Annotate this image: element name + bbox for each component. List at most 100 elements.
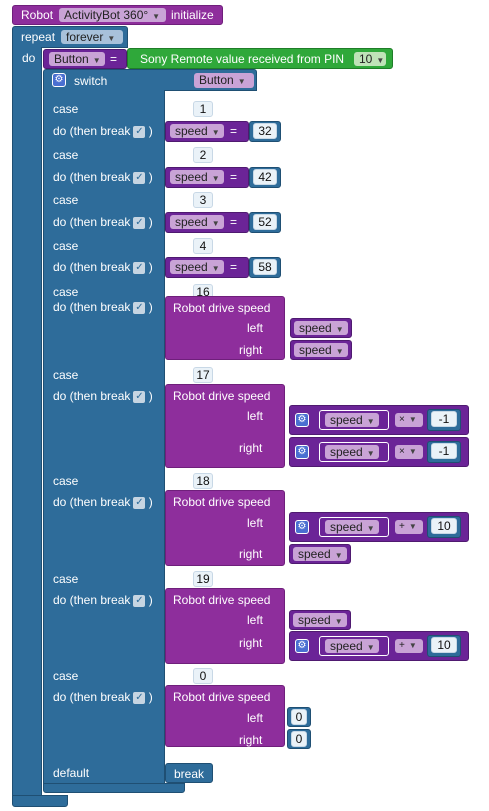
speed-var-dropdown[interactable]: speed ▼ bbox=[170, 215, 224, 229]
case-value[interactable]: 0 bbox=[193, 668, 213, 684]
assign-var-value: Button bbox=[54, 52, 89, 66]
speed-var-dropdown[interactable]: speed ▼ bbox=[325, 639, 379, 653]
checkbox-icon[interactable]: ✓ bbox=[133, 301, 146, 314]
do-then-break-label: do (then break ✓ ) bbox=[53, 215, 153, 229]
repeat-block[interactable]: repeat forever ▼ bbox=[12, 26, 128, 48]
gear-icon[interactable]: ⚙ bbox=[295, 413, 309, 427]
case-value[interactable]: 2 bbox=[193, 147, 213, 163]
do-then-break-label: do (then break ✓ ) bbox=[53, 300, 153, 314]
operand-value[interactable]: 10 bbox=[431, 637, 457, 653]
do-then-break-text: do (then break bbox=[53, 389, 131, 403]
gear-icon[interactable]: ⚙ bbox=[52, 73, 66, 87]
robot-drive-speed-label: Robot drive speed bbox=[173, 389, 271, 403]
speed-var-dropdown-value: speed bbox=[175, 260, 208, 274]
checkbox-icon[interactable]: ✓ bbox=[133, 496, 146, 509]
speed-var-dropdown[interactable]: speed ▼ bbox=[294, 343, 348, 357]
checkbox-icon[interactable]: ✓ bbox=[133, 261, 146, 274]
operator-dropdown[interactable]: + ▼ bbox=[395, 639, 423, 653]
checkbox-icon[interactable]: ✓ bbox=[133, 390, 146, 403]
left-label: left bbox=[247, 613, 264, 627]
speed-var-dropdown[interactable]: speed ▼ bbox=[293, 613, 347, 627]
case-value[interactable]: 4 bbox=[193, 238, 213, 254]
chevron-down-icon: ▼ bbox=[211, 174, 220, 183]
do-then-break-text: do (then break bbox=[53, 495, 131, 509]
speed-var-dropdown[interactable]: speed ▼ bbox=[170, 124, 224, 138]
assign-eq: = bbox=[110, 52, 118, 66]
robot-drive-speed-label: Robot drive speed bbox=[173, 301, 271, 315]
gear-icon[interactable]: ⚙ bbox=[295, 445, 309, 459]
case-value[interactable]: 1 bbox=[193, 101, 213, 117]
case-value[interactable]: 17 bbox=[193, 367, 213, 383]
robot-drive-speed-block[interactable] bbox=[165, 296, 285, 360]
left-label: left bbox=[247, 711, 264, 725]
repeat-mode-dropdown[interactable]: forever ▼ bbox=[61, 30, 123, 44]
chevron-down-icon: ▼ bbox=[211, 219, 220, 228]
operator-dropdown[interactable]: × ▼ bbox=[395, 445, 423, 459]
robot-drive-speed-block[interactable] bbox=[165, 384, 285, 468]
operator-dropdown[interactable]: + ▼ bbox=[395, 520, 423, 534]
speed-var-dropdown[interactable]: speed ▼ bbox=[170, 170, 224, 184]
switch-var-dropdown[interactable]: Button ▼ bbox=[194, 73, 254, 88]
case-label: case bbox=[53, 572, 79, 586]
checkbox-icon[interactable]: ✓ bbox=[133, 594, 146, 607]
speed-var-dropdown[interactable]: speed ▼ bbox=[293, 547, 347, 561]
set-eq: = bbox=[230, 124, 238, 138]
robot-drive-speed-block[interactable] bbox=[165, 685, 285, 747]
speed-value[interactable]: 32 bbox=[253, 123, 277, 139]
operand-value[interactable]: -1 bbox=[431, 411, 457, 427]
do-then-break-label: do (then break ✓ ) bbox=[53, 690, 153, 704]
pin-dropdown[interactable]: 10 ▼ bbox=[354, 52, 386, 66]
operator-dropdown[interactable]: × ▼ bbox=[395, 413, 423, 427]
do-then-break-text: do (then break bbox=[53, 215, 131, 229]
chevron-down-icon: ▼ bbox=[152, 12, 161, 21]
close-paren: ) bbox=[145, 495, 153, 509]
robot-init-block[interactable]: Robot ActivityBot 360° ▼ initialize bbox=[12, 5, 223, 25]
operand-value[interactable]: -1 bbox=[431, 443, 457, 459]
sony-remote-block[interactable]: Sony Remote value received from PIN 10 ▼ bbox=[127, 48, 393, 69]
right-label: right bbox=[239, 441, 263, 455]
chevron-down-icon: ▼ bbox=[92, 56, 101, 65]
switch-body bbox=[43, 90, 165, 784]
right-value[interactable]: 0 bbox=[291, 731, 307, 747]
robot-drive-speed-block[interactable] bbox=[165, 490, 285, 566]
speed-var-dropdown-value: speed bbox=[175, 124, 208, 138]
speed-value[interactable]: 42 bbox=[253, 169, 277, 185]
do-then-break-text: do (then break bbox=[53, 593, 131, 607]
speed-var-dropdown[interactable]: speed ▼ bbox=[325, 413, 379, 427]
checkbox-icon[interactable]: ✓ bbox=[133, 691, 146, 704]
checkbox-icon[interactable]: ✓ bbox=[133, 125, 146, 138]
left-label: left bbox=[247, 321, 264, 335]
speed-var-dropdown[interactable]: speed ▼ bbox=[294, 321, 348, 335]
repeat-spine: do bbox=[12, 47, 42, 797]
robot-drive-speed-block[interactable] bbox=[165, 588, 285, 664]
left-value[interactable]: 0 bbox=[291, 709, 307, 725]
speed-value[interactable]: 58 bbox=[253, 259, 277, 275]
assign-var-dropdown[interactable]: Button ▼ bbox=[49, 52, 105, 66]
chevron-down-icon: ▼ bbox=[211, 264, 220, 273]
checkbox-icon[interactable]: ✓ bbox=[133, 171, 146, 184]
checkbox-icon[interactable]: ✓ bbox=[133, 216, 146, 229]
case-value[interactable]: 18 bbox=[193, 473, 213, 489]
right-label: right bbox=[239, 547, 263, 561]
speed-value[interactable]: 52 bbox=[253, 214, 277, 230]
right-label: right bbox=[239, 343, 263, 357]
case-value[interactable]: 3 bbox=[193, 192, 213, 208]
assign-block[interactable]: Button ▼ = bbox=[43, 49, 127, 69]
operand-value[interactable]: 10 bbox=[431, 518, 457, 534]
speed-var-dropdown[interactable]: speed ▼ bbox=[325, 445, 379, 459]
speed-var-dropdown[interactable]: speed ▼ bbox=[325, 520, 379, 534]
repeat-do-label: do bbox=[22, 51, 36, 65]
close-paren: ) bbox=[145, 260, 153, 274]
gear-icon[interactable]: ⚙ bbox=[295, 639, 309, 653]
chevron-down-icon: ▼ bbox=[334, 551, 343, 560]
do-then-break-text: do (then break bbox=[53, 260, 131, 274]
robot-model-dropdown[interactable]: ActivityBot 360° ▼ bbox=[59, 8, 166, 22]
break-block[interactable]: break bbox=[165, 763, 213, 783]
chevron-down-icon: ▼ bbox=[366, 417, 375, 426]
speed-var-dropdown[interactable]: speed ▼ bbox=[170, 260, 224, 274]
left-label: left bbox=[247, 516, 264, 530]
chevron-down-icon: ▼ bbox=[366, 449, 375, 458]
case-value[interactable]: 19 bbox=[193, 571, 213, 587]
gear-icon[interactable]: ⚙ bbox=[295, 520, 309, 534]
switch-header[interactable]: ⚙ switch Button ▼ bbox=[43, 69, 257, 91]
